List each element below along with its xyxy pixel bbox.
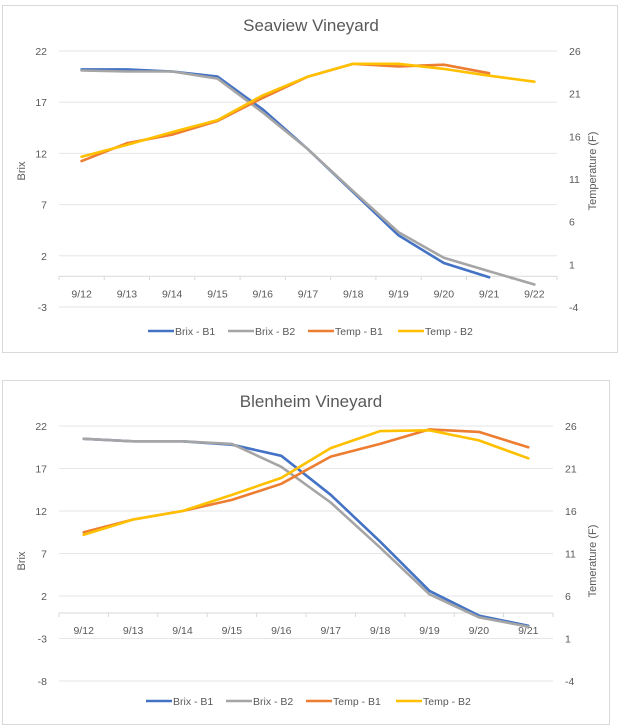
x-tick-label: 9/16 xyxy=(271,625,292,637)
blenheim-chart-svg: Blenheim Vineyard 22 17 12 7 2 -3 -8 26 21 16 11 6… xyxy=(16,392,599,708)
legend-item: Temp - B1 xyxy=(308,326,383,338)
y2-tick-label: 26 xyxy=(565,421,577,433)
y2-tick-label: 16 xyxy=(565,506,577,518)
x-tick-label: 9/12 xyxy=(71,288,92,300)
y2-tick-label: 6 xyxy=(565,591,571,603)
x-tick-label: 9/15 xyxy=(222,625,243,637)
y-axis-title: Brix xyxy=(16,551,28,570)
x-tick-label: 9/17 xyxy=(298,288,319,300)
legend-label: Temp - B1 xyxy=(333,696,381,708)
y-tick-label: 12 xyxy=(35,148,47,160)
y2-tick-label: 26 xyxy=(569,46,581,58)
y2-tick-label: 11 xyxy=(569,174,580,186)
legend-item: Temp - B2 xyxy=(398,326,473,338)
legend-label: Brix - B2 xyxy=(255,326,295,338)
x-tick-label: 9/13 xyxy=(123,625,144,637)
y2-tick-label: 11 xyxy=(565,549,576,561)
y-tick-label: -3 xyxy=(38,302,47,314)
x-tick-label: 9/19 xyxy=(388,288,409,300)
seaview-chart: Seaview Vineyard 22 17 12 7 2 -3 26 21 16 11 6 1 -4… xyxy=(2,5,618,353)
series-line-temp-b2 xyxy=(82,428,530,537)
legend-item: Brix - B1 xyxy=(148,326,215,338)
y-tick-label: 12 xyxy=(35,506,47,518)
y2-tick-label: 1 xyxy=(569,259,575,271)
x-tick-label: 9/22 xyxy=(524,288,545,300)
x-tick-label: 9/14 xyxy=(162,288,183,300)
x-tick-label: 9/18 xyxy=(343,288,364,300)
y-tick-label: 17 xyxy=(35,97,47,109)
x-tick-label: 9/20 xyxy=(469,625,490,637)
x-tick-label: 9/16 xyxy=(253,288,274,300)
y-tick-label: 2 xyxy=(41,591,47,603)
series-line-temp-b2 xyxy=(80,62,536,159)
y2-tick-label: 16 xyxy=(569,131,581,143)
y2-axis-title: Temerature (F) xyxy=(587,525,599,598)
x-tick-label: 9/18 xyxy=(370,625,391,637)
y2-tick-label: 21 xyxy=(569,89,581,101)
legend-item: Temp - B2 xyxy=(396,696,471,708)
chart-title: Seaview Vineyard xyxy=(243,16,379,35)
y-tick-label: 22 xyxy=(35,421,47,433)
series-line-temp-b1 xyxy=(80,62,491,163)
series-line-brix-b1 xyxy=(82,437,530,628)
y2-axis-title: Temperature (F) xyxy=(587,132,599,211)
legend-label: Brix - B1 xyxy=(175,326,215,338)
series-line-brix-b2 xyxy=(80,69,536,286)
x-tick-label: 9/17 xyxy=(320,625,341,637)
legend-item: Brix - B2 xyxy=(226,696,293,708)
x-tick-label: 9/13 xyxy=(117,288,138,300)
chart-title: Blenheim Vineyard xyxy=(240,392,382,411)
seaview-chart-svg: Seaview Vineyard 22 17 12 7 2 -3 26 21 16 11 6 1 -4… xyxy=(16,16,599,338)
y-tick-label: 7 xyxy=(41,549,47,561)
legend-label: Brix - B1 xyxy=(173,696,213,708)
y2-tick-label: 6 xyxy=(569,217,575,229)
y2-tick-label: -4 xyxy=(565,676,574,688)
y2-tick-label: 1 xyxy=(565,634,571,646)
legend-item: Brix - B1 xyxy=(146,696,213,708)
y-tick-label: 7 xyxy=(41,200,47,212)
x-tick-label: 9/21 xyxy=(518,625,539,637)
series-line-brix-b2 xyxy=(82,437,530,628)
legend-label: Temp - B1 xyxy=(335,326,383,338)
x-tick-label: 9/20 xyxy=(434,288,455,300)
legend-item: Brix - B2 xyxy=(228,326,295,338)
y-tick-label: -3 xyxy=(38,634,47,646)
x-tick-label: 9/21 xyxy=(479,288,500,300)
legend-label: Temp - B2 xyxy=(423,696,471,708)
legend-label: Brix - B2 xyxy=(253,696,293,708)
y-tick-label: 22 xyxy=(35,46,47,58)
y-tick-label: 17 xyxy=(35,464,47,476)
y2-tick-label: 21 xyxy=(565,464,577,476)
legend-item: Temp - B1 xyxy=(306,696,381,708)
y2-tick-label: -4 xyxy=(569,302,578,314)
y-tick-label: -8 xyxy=(38,676,47,688)
series-line-brix-b1 xyxy=(80,68,491,279)
x-tick-label: 9/15 xyxy=(207,288,228,300)
x-tick-label: 9/14 xyxy=(172,625,193,637)
x-tick-label: 9/12 xyxy=(73,625,94,637)
blenheim-chart: Blenheim Vineyard 22 17 12 7 2 -3 -8 26 21 16 11 6… xyxy=(2,380,610,725)
legend-label: Temp - B2 xyxy=(425,326,473,338)
x-tick-label: 9/19 xyxy=(419,625,440,637)
y-tick-label: 2 xyxy=(41,251,47,263)
y-axis-title: Brix xyxy=(16,161,28,180)
